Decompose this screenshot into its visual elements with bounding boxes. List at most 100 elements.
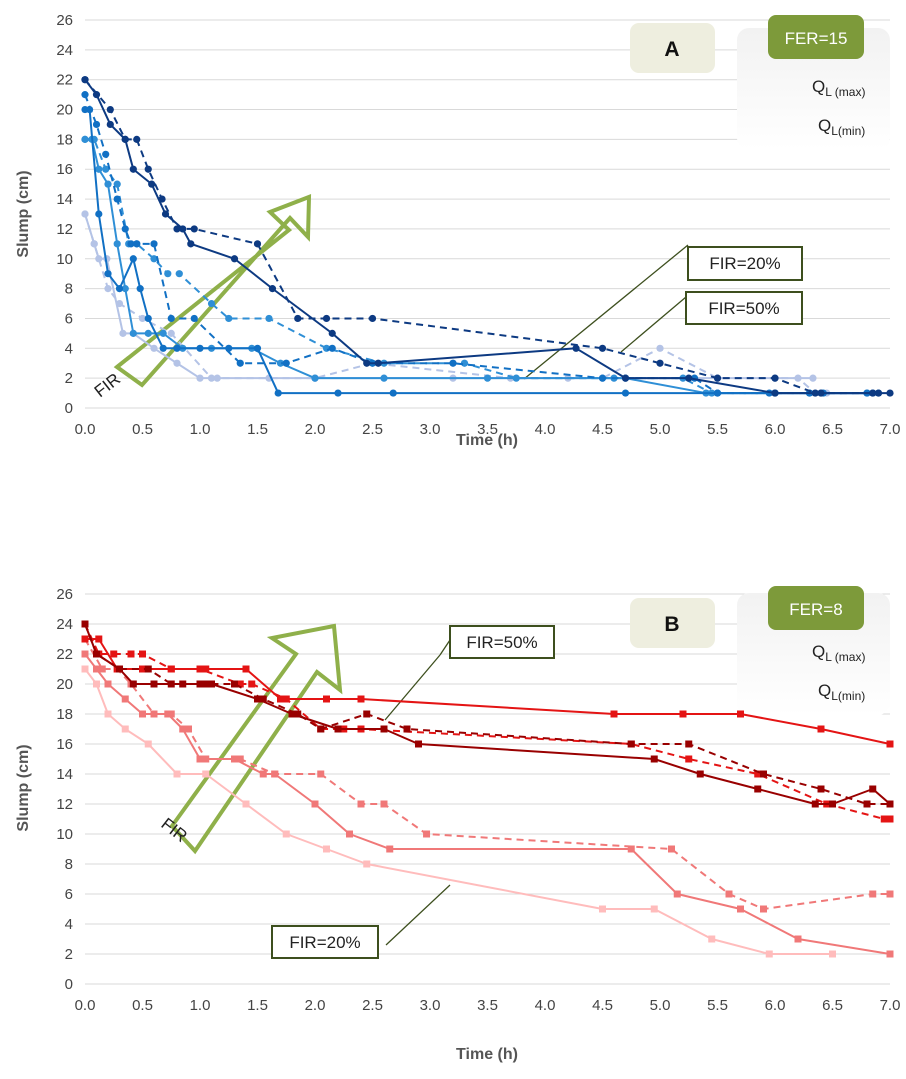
data-point [656, 344, 664, 352]
data-point [328, 329, 336, 337]
legend-entry-max-b-sub: L (max) [825, 650, 865, 664]
data-point [196, 665, 204, 673]
data-point [811, 800, 819, 808]
data-point [92, 120, 101, 129]
data-point [104, 680, 112, 688]
data-point [725, 890, 733, 898]
data-point [129, 255, 137, 263]
data-point [737, 905, 744, 913]
data-point [771, 389, 779, 397]
data-point [196, 374, 204, 382]
legend-entry-max-b: QL (max) [812, 642, 865, 664]
data-point [737, 710, 744, 718]
data-point [363, 359, 371, 367]
series-line [84, 213, 827, 395]
data-point [268, 285, 277, 293]
data-point [656, 359, 664, 367]
data-point [110, 650, 118, 658]
data-point [236, 359, 244, 367]
data-point [380, 800, 388, 808]
annotation-fir50-b-text: FIR=50% [466, 633, 537, 652]
legend-entry-max-b-main: Q [812, 642, 825, 661]
annotation-fir50-b: FIR=50% [384, 625, 555, 721]
data-point [696, 770, 704, 778]
series-b [81, 620, 894, 958]
data-point [202, 680, 210, 688]
data-point [317, 725, 325, 733]
data-point [334, 389, 342, 397]
data-point [158, 195, 166, 203]
data-point [259, 695, 267, 703]
data-point [150, 680, 158, 688]
data-point [650, 755, 658, 763]
data-point [139, 710, 146, 718]
data-point [886, 389, 894, 397]
data-point [869, 389, 877, 397]
x-tick-label: 2.0 [305, 421, 326, 438]
data-point [207, 374, 216, 382]
y-tick-label: 10 [56, 251, 73, 268]
data-point [167, 665, 175, 673]
x-tick-label: 2.5 [362, 421, 383, 438]
data-point [95, 255, 103, 263]
x-tick-label: 3.0 [420, 997, 441, 1014]
data-point [119, 329, 127, 337]
series-a [81, 76, 894, 397]
y-tick-label: 2 [65, 370, 73, 387]
x-tick-label: 0.0 [75, 997, 96, 1014]
data-point [368, 314, 377, 323]
y-tick-label: 0 [65, 400, 73, 417]
fer-badge-a [768, 15, 864, 59]
x-tick-label: 7.0 [880, 421, 901, 438]
data-point [81, 91, 89, 99]
panel-label-b: B [630, 598, 715, 648]
data-point [265, 314, 273, 323]
data-point [829, 950, 836, 958]
data-point [276, 359, 285, 367]
data-point [869, 785, 877, 793]
data-point [104, 180, 112, 188]
y-tick-label: 8 [65, 281, 73, 298]
y-tick-label: 8 [65, 856, 73, 873]
data-point [150, 344, 158, 352]
data-point [760, 905, 767, 913]
data-point [598, 374, 607, 382]
data-point [106, 120, 114, 129]
data-point [863, 800, 871, 808]
data-point [357, 695, 365, 703]
data-point [334, 725, 342, 733]
data-point [794, 935, 802, 943]
x-tick-label: 4.5 [592, 421, 613, 438]
data-point [144, 329, 152, 337]
annotation-fir20-b-text: FIR=20% [289, 933, 360, 952]
series-line [84, 79, 873, 395]
x-tick-label: 2.0 [305, 997, 326, 1014]
data-point [685, 740, 693, 748]
y-tick-label: 26 [56, 586, 73, 603]
data-point [175, 270, 183, 278]
data-point [668, 845, 675, 853]
y-tick-label: 0 [65, 976, 73, 993]
series-line [84, 668, 833, 955]
fer-badge-b [768, 586, 864, 630]
y-tick-label: 18 [56, 706, 73, 723]
x-tick-label: 1.5 [247, 997, 268, 1014]
data-point [323, 695, 330, 703]
x-tick-label: 6.0 [765, 997, 786, 1014]
data-point [95, 165, 103, 173]
y-tick-label: 14 [56, 191, 73, 208]
x-tick-label: 4.5 [592, 997, 613, 1014]
data-point [363, 710, 371, 718]
data-point [167, 329, 175, 337]
data-point [886, 740, 894, 748]
data-point [886, 800, 894, 808]
data-point [598, 344, 607, 352]
data-point [231, 755, 238, 763]
data-point [253, 344, 262, 352]
y-tick-label: 24 [56, 616, 73, 633]
x-tick-label: 3.5 [477, 997, 498, 1014]
legend-entry-min-b-main: Q [818, 681, 831, 700]
data-point [713, 389, 722, 397]
y-tick-label: 22 [56, 646, 73, 663]
data-point [95, 635, 103, 643]
